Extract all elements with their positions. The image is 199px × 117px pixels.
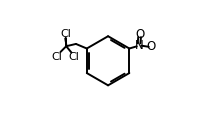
- Text: O: O: [146, 40, 156, 53]
- Text: Cl: Cl: [69, 52, 80, 62]
- Text: Cl: Cl: [52, 51, 62, 62]
- Text: Cl: Cl: [60, 29, 71, 39]
- Text: O: O: [135, 28, 144, 41]
- Text: N: N: [135, 39, 143, 52]
